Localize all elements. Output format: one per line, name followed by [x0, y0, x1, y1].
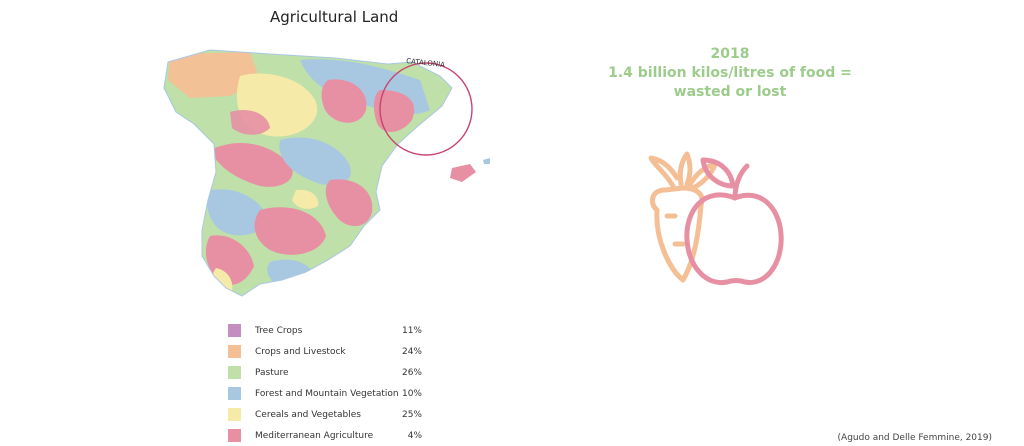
- legend-swatch: [228, 408, 241, 421]
- legend: Tree Crops 11% Crops and Livestock 24% P…: [228, 320, 438, 446]
- legend-label: Crops and Livestock: [255, 346, 346, 357]
- legend-item-tree-crops: Tree Crops 11%: [228, 320, 438, 341]
- headline: 2018 1.4 billion kilos/litres of food = …: [555, 45, 905, 102]
- legend-value: 26%: [401, 367, 422, 378]
- apple-icon: [684, 157, 784, 286]
- legend-swatch: [228, 366, 241, 379]
- headline-line1: 1.4 billion kilos/litres of food =: [608, 65, 852, 81]
- legend-item-crops-and-livestock: Crops and Livestock 24%: [228, 341, 438, 362]
- legend-label: Mediterranean Agriculture: [255, 430, 374, 441]
- carrot-icon: [648, 151, 718, 283]
- legend-value: 25%: [401, 409, 422, 420]
- legend-value: 10%: [401, 388, 422, 399]
- legend-swatch: [228, 387, 241, 400]
- legend-value: 11%: [401, 325, 422, 336]
- food-illustration: [648, 151, 784, 286]
- legend-label: Cereals and Vegetables: [255, 409, 361, 420]
- legend-swatch: [228, 324, 241, 337]
- headline-year: 2018: [710, 46, 750, 62]
- legend-item-pasture: Pasture 26%: [228, 362, 438, 383]
- spain-land-use-map: CATALONIA: [163, 49, 490, 297]
- headline-line2: wasted or lost: [673, 84, 787, 100]
- source-citation: (Agudo and Delle Femmine, 2019): [837, 433, 992, 443]
- legend-label: Tree Crops: [255, 325, 303, 336]
- legend-value: 4%: [407, 430, 422, 441]
- legend-swatch: [228, 345, 241, 358]
- map-title: Agricultural Land: [270, 8, 399, 26]
- legend-label: Pasture: [255, 367, 289, 378]
- legend-item-forest-and-mountain-vegetation: Forest and Mountain Vegetation 10%: [228, 383, 438, 404]
- legend-value: 24%: [401, 346, 422, 357]
- legend-item-mediterranean-agriculture: Mediterranean Agriculture 4%: [228, 425, 438, 446]
- legend-label: Forest and Mountain Vegetation: [255, 388, 399, 399]
- legend-item-cereals-and-vegetables: Cereals and Vegetables 25%: [228, 404, 438, 425]
- legend-swatch: [228, 429, 241, 442]
